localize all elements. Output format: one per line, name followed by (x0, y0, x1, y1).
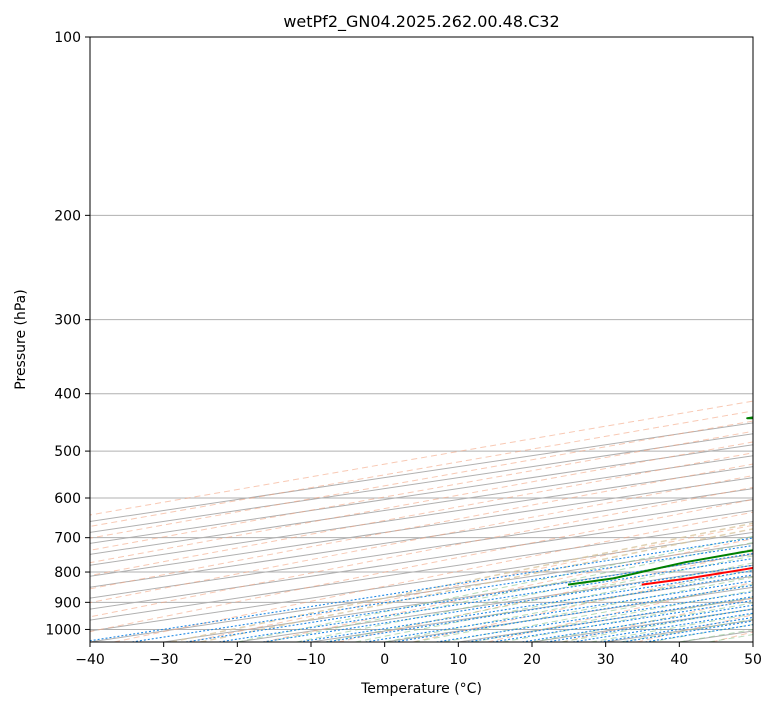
mixing-ratio-line (131, 544, 753, 642)
plot-background (90, 37, 753, 642)
dry-adiabat-line (90, 441, 753, 564)
x-tick-label: −10 (296, 652, 326, 668)
isotherm-gridline (90, 455, 753, 555)
isotherm-gridline (90, 499, 753, 599)
x-tick-label: 10 (449, 652, 467, 668)
y-tick-label: 100 (54, 30, 81, 46)
mixing-ratio-line (436, 591, 753, 642)
plot-frame (89, 36, 754, 643)
x-tick-label: 20 (523, 652, 541, 668)
x-tick-label: −40 (75, 652, 105, 668)
moist-adiabat-line (473, 590, 753, 642)
dry-adiabat-line (90, 463, 753, 590)
moist-adiabat-line (502, 596, 753, 642)
mixing-ratio-lines (90, 537, 753, 642)
chart-title: wetPf2_GN04.2025.262.00.48.C32 (283, 12, 559, 32)
y-tick-label: 600 (54, 491, 81, 507)
mixing-ratio-line (90, 537, 753, 642)
dry-adiabat-line (113, 511, 753, 642)
x-tick-label: −30 (149, 652, 179, 668)
y-tick-label: 1000 (45, 622, 81, 638)
y-tick-label: 500 (54, 444, 81, 460)
isotherm-gridline (90, 520, 753, 621)
moist-adiabat-line (414, 576, 753, 642)
y-axis-title: Pressure (hPa) (13, 289, 29, 389)
mixing-ratio-line (492, 599, 753, 642)
dry-adiabat-line (90, 452, 753, 577)
x-tick-label: 50 (744, 652, 762, 668)
moist-adiabats (170, 522, 753, 642)
y-tick-label: 800 (54, 565, 81, 581)
x-tick-label: 30 (597, 652, 615, 668)
dry-adiabat-line (90, 499, 753, 633)
moist-adiabat-line (325, 555, 753, 642)
y-axis: 100 200 300 400 500 600 700 800 900 1000 (45, 30, 90, 638)
y-tick-label: 300 (54, 313, 81, 329)
mixing-ratio-line (394, 584, 753, 642)
x-axis: −40 −30 −20 −10 0 10 20 30 40 50 (75, 642, 762, 668)
isotherm-gridline (90, 509, 753, 610)
mixing-ratio-line (185, 552, 753, 642)
y-tick-label: 200 (54, 208, 81, 224)
x-tick-label: 40 (670, 652, 688, 668)
x-tick-label: −20 (223, 652, 253, 668)
moist-adiabat-line (355, 562, 753, 642)
x-tick-label: 0 (380, 652, 389, 668)
mixing-ratio-line (467, 596, 753, 642)
dry-adiabats (90, 400, 753, 642)
isotherm-gridline (90, 477, 753, 577)
isotherm-gridline (90, 444, 753, 544)
isotherm-gridline (90, 488, 753, 588)
y-tick-label: 700 (54, 531, 81, 547)
y-tick-label: 900 (54, 595, 81, 611)
isotherm-gridline (90, 466, 753, 566)
y-tick-label: 400 (54, 387, 81, 403)
dry-adiabat-line (188, 524, 753, 642)
x-axis-title: Temperature (°C) (360, 681, 482, 697)
